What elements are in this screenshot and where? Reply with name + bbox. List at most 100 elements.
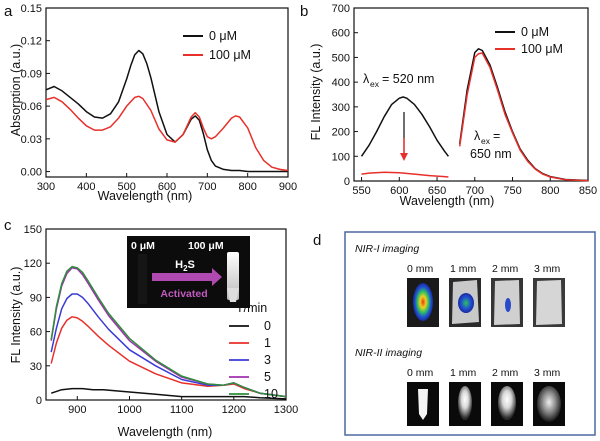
ex520-sub: ex (370, 79, 380, 89)
chart-b-ytick-label: 100 (332, 151, 350, 163)
ex650-line2: 650 nm (470, 147, 512, 161)
nir1-title: NIR-I imaging (355, 243, 419, 255)
ex650-sub: ex (481, 136, 491, 146)
chart-b-series-0-line-left (360, 96, 449, 157)
chart-c-ylabel: FL Intensity (a.u.) (9, 267, 23, 364)
chart-a-series-0-line (45, 49, 288, 173)
inset-arrow-bottom: Activated (160, 288, 207, 300)
nir1-image-3mm (533, 278, 565, 327)
chart-c-ytick-label: 30 (30, 361, 42, 373)
ex520-value: = 520 nm (382, 72, 434, 86)
chart-b-xtick-label: 550 (352, 185, 370, 197)
nir2-depth-3: 3 mm (534, 367, 561, 379)
nir1-image-2mm (491, 278, 523, 327)
chart-c-ytick-label: 0 (36, 395, 42, 407)
chart-c-ytick-label: 150 (24, 224, 42, 236)
chart-b-ytick-label: 300 (332, 102, 350, 114)
chart-b-xtick-label: 700 (466, 185, 484, 197)
chart-c-legend-2: 3 (264, 353, 271, 367)
chart-a-frame (45, 7, 289, 178)
ex520-lambda: λ (363, 72, 370, 86)
chart-b-series-1-line-left (361, 171, 449, 178)
nir1-depth-0: 0 mm (407, 263, 434, 275)
chart-b-annotation-ex650: λ ex = 650 nm (470, 129, 512, 161)
chart-c-xtick-label: 1200 (222, 404, 246, 416)
chart-b-series-1-line-right (458, 52, 589, 182)
chart-c-xtick-label: 1000 (117, 404, 141, 416)
chart-c-ytick-label: 120 (24, 258, 42, 270)
inset-left-label: 0 μM (131, 240, 155, 252)
chart-c-xtick-label: 1100 (170, 404, 194, 416)
chart-b-frame (353, 7, 589, 182)
nir1-image-0mm (407, 278, 439, 327)
panel-label-d: d (313, 232, 321, 249)
chart-a-xtick-label: 400 (77, 181, 95, 193)
chart-c-legend-3: 5 (264, 370, 271, 384)
nir1-image-1mm (449, 278, 481, 327)
chart-b-xtick-label: 850 (579, 185, 597, 197)
chart-a-series-1-line (45, 95, 289, 172)
nir2-image-0mm (407, 382, 439, 426)
chart-a-xtick-label: 500 (117, 181, 135, 193)
chart-b-arrow (400, 112, 408, 161)
chart-c-legend-1: 1 (264, 336, 271, 350)
chart-a-legend-0: 0 μM (209, 29, 237, 43)
chart-c-ytick-label: 60 (30, 327, 42, 339)
chart-c-xtick-label: 1300 (274, 404, 298, 416)
panel-label-b: b (300, 3, 308, 20)
chart-a-absorption: 300 400 500 600 700 800 900 0.00 0.03 0.06 0.09 0.1… (21, 3, 298, 193)
chart-a-xtick-label: 800 (238, 181, 256, 193)
chart-b-legend: 0 μM 100 μM (495, 25, 563, 56)
chart-a-ytick-label: 0.12 (21, 36, 42, 48)
nir2-depth-2: 2 mm (492, 367, 519, 379)
chart-b-legend-0: 0 μM (521, 25, 549, 39)
chart-c-series-0-line (50, 387, 287, 400)
chart-b-xtick-label: 600 (390, 185, 408, 197)
nir2-title: NIR-II imaging (355, 347, 422, 359)
chart-c-series-4-line (50, 265, 287, 398)
chart-c-inset: 0 μM 100 μM H2S Activated (127, 236, 250, 308)
chart-a-xlabel: Wavelength (nm) (98, 189, 193, 203)
panel-label-a: a (4, 3, 13, 20)
chart-a-xtick-label: 600 (158, 181, 176, 193)
chart-b-ytick-label: 200 (332, 127, 350, 139)
chart-c-legend-0: 0 (264, 319, 271, 333)
ex650-lambda: λ (474, 129, 481, 143)
chart-a-ytick-label: 0.06 (21, 101, 42, 113)
chart-a-legend-1: 100 μM (209, 48, 251, 62)
inset-arrow (152, 268, 222, 286)
chart-a-ytick-label: 0.15 (21, 3, 42, 15)
chart-a-ytick-label: 0.00 (21, 167, 42, 179)
inset-right-label: 100 μM (188, 240, 224, 252)
nir2-image-2mm (491, 382, 523, 426)
chart-c-frame (45, 228, 287, 401)
chart-c-legend-4: 10 (264, 387, 278, 401)
nir1-depth-2: 2 mm (492, 263, 519, 275)
panel-label-c: c (4, 217, 12, 234)
ex650-value: = (493, 129, 500, 143)
nir2-image-3mm (533, 382, 565, 426)
chart-b-xtick-label: 800 (541, 185, 559, 197)
chart-a-xtick-label: 900 (279, 181, 297, 193)
chart-b-ytick-label: 600 (332, 28, 350, 40)
chart-b-xlabel: Wavelength (nm) (400, 194, 495, 208)
chart-a-xtick-label: 700 (198, 181, 216, 193)
chart-b-annotation-ex520: λ ex = 520 nm (363, 72, 434, 89)
chart-b-ytick-label: 0 (344, 176, 350, 188)
chart-c-series-1-line (50, 316, 287, 398)
chart-a-ytick-label: 0.03 (21, 134, 42, 146)
chart-b-ylabel: FL Intensity (a.u.) (309, 44, 323, 141)
chart-c-xtick-label: 900 (68, 404, 86, 416)
chart-b-ytick-label: 400 (332, 77, 350, 89)
chart-b-ytick-label: 500 (332, 52, 350, 64)
nir2-depth-1: 1 mm (450, 367, 477, 379)
chart-a-ytick-label: 0.09 (21, 68, 42, 80)
chart-a-xtick-label: 300 (37, 181, 55, 193)
chart-b-fluorescence: 550 600 650 700 750 800 850 0 100 200 300 400 500 600… (332, 3, 598, 197)
nir1-depth-1: 1 mm (450, 263, 477, 275)
chart-b-legend-1: 100 μM (521, 42, 563, 56)
inset-tube-dark (138, 254, 147, 304)
chart-c-xlabel: Wavelength (nm) (118, 425, 213, 439)
